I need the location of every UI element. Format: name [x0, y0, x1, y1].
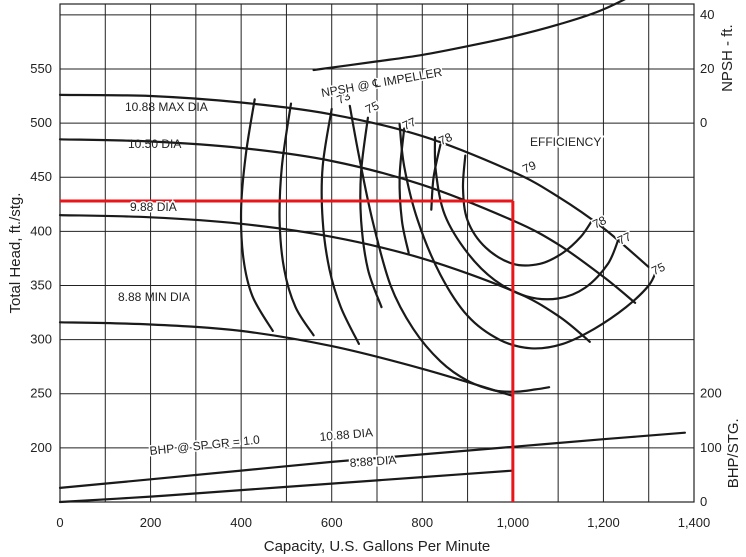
eff-78-left-curve	[359, 116, 383, 309]
bhp-curve-label: 10.88 DIA	[319, 425, 373, 444]
bhp-label: BHP @ SP GR = 1.0	[149, 432, 261, 458]
x-tick-label: 600	[321, 515, 343, 530]
y-tick-label: 300	[30, 332, 52, 347]
eff-75-loop-curve	[398, 123, 658, 350]
x-axis-title: Capacity, U.S. Gallons Per Minute	[264, 538, 490, 555]
y-tick-label: 350	[30, 277, 52, 292]
bhp-tick-label: 100	[700, 440, 722, 455]
x-tick-label: 800	[411, 515, 433, 530]
bhp-tick-label: 200	[700, 386, 722, 401]
npsh-curve-label: NPSH @ ℄ IMPELLER	[320, 65, 443, 100]
eff-77-loop-curve	[433, 136, 621, 301]
bhp-tick-label: 0	[700, 494, 707, 509]
x-tick-label: 1,000	[497, 515, 530, 530]
efficiency-label: 77	[615, 229, 633, 247]
head-curve-label: 8.88 MIN DIA	[118, 290, 190, 304]
npsh-tick-label: 40	[700, 7, 714, 22]
npsh-tick-label: 0	[700, 115, 707, 130]
eff-75-left-curve	[278, 102, 315, 337]
efficiency-title: EFFICIENCY	[530, 135, 601, 149]
npsh-curve	[312, 0, 626, 72]
operating-point-lines	[60, 199, 515, 502]
npsh-tick-label: 20	[700, 61, 714, 76]
head-curve-10-50-dia	[58, 138, 637, 304]
x-tick-label: 1,400	[678, 515, 711, 530]
eff-77-left-curve	[320, 107, 360, 345]
head-curve-label: 10.50 DIA	[128, 137, 181, 151]
efficiency-label: 79	[520, 158, 538, 176]
y-tick-label: 550	[30, 61, 52, 76]
efficiency-label: 78	[590, 213, 608, 231]
npsh-axis-title: NPSH - ft.	[719, 24, 736, 92]
x-tick-label: 0	[56, 515, 63, 530]
head-curve-9-88-dia	[58, 214, 591, 343]
y-tick-label: 500	[30, 115, 52, 130]
labels: 0 200 400 600 800 1,000 1,200 1,400200250300350…	[7, 7, 742, 555]
x-tick-label: 400	[230, 515, 252, 530]
head-curve-label: 9.88 DIA	[130, 200, 177, 214]
head-curve-label: 10.88 MAX DIA	[125, 100, 208, 114]
eff-79-right-curve	[430, 143, 442, 211]
eff-73-left-curve	[239, 98, 274, 332]
bhp-curve-8-88-dia	[58, 469, 514, 504]
y-axis-title: Total Head, ft./stg.	[7, 193, 24, 314]
curves	[58, 0, 686, 504]
bhp-curve-10-88-dia	[58, 431, 686, 489]
bhp-axis-title: BHP/STG.	[725, 418, 742, 488]
y-tick-label: 250	[30, 386, 52, 401]
y-tick-label: 400	[30, 223, 52, 238]
x-tick-label: 1,200	[587, 515, 620, 530]
head-curve-8-88-min-dia	[58, 321, 514, 397]
bhp-curve-label: 8.88 DIA	[349, 453, 397, 470]
efficiency-label: 75	[649, 260, 667, 278]
y-tick-label: 200	[30, 440, 52, 455]
y-tick-label: 450	[30, 169, 52, 184]
efficiency-label: 75	[363, 98, 381, 116]
x-tick-label: 200	[140, 515, 162, 530]
eff-73-loop-curve	[348, 104, 551, 393]
